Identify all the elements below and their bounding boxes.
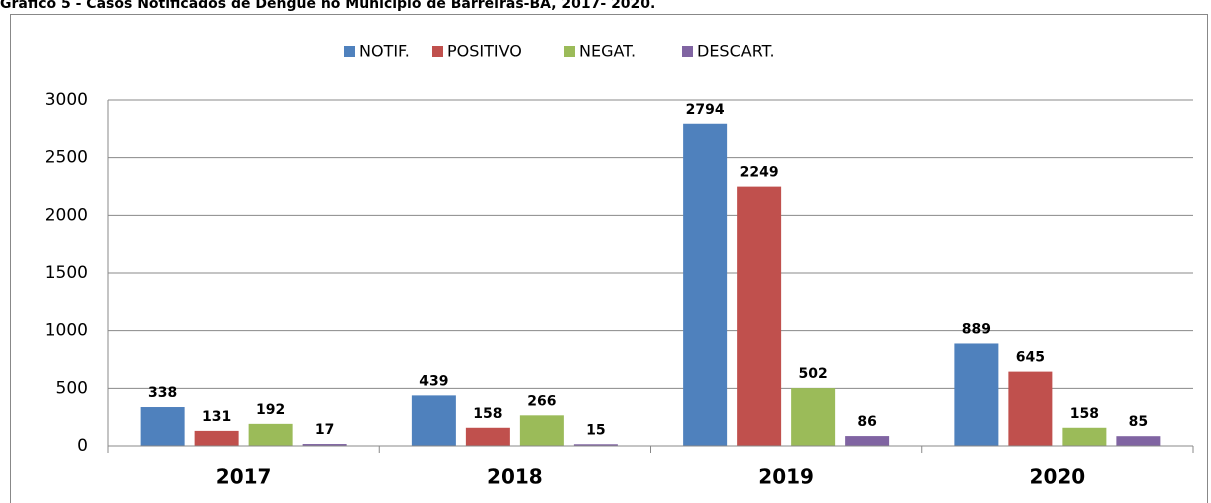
bar [194,430,239,446]
data-label: 86 [857,414,876,430]
data-label: 17 [315,422,334,438]
bar [954,343,999,446]
data-label: 158 [1070,406,1099,422]
legend-label: POSITIVO [447,42,522,61]
bar [465,427,510,446]
data-label: 2249 [740,165,779,181]
x-tick-label: 2020 [1030,465,1086,489]
legend-swatch [432,46,443,57]
y-tick-label: 2500 [45,148,88,168]
data-label: 131 [202,409,231,425]
bar [1116,436,1161,446]
data-label: 15 [586,422,605,438]
data-label: 2794 [686,102,725,118]
bar [302,444,347,446]
bar [1008,371,1053,446]
bar [1062,427,1107,446]
legend-label: NEGAT. [579,42,636,61]
x-tick-label: 2019 [758,465,814,489]
bar [845,436,890,446]
data-label: 645 [1016,350,1045,366]
legend-label: NOTIF. [359,42,410,61]
legend-label: DESCART. [697,42,775,61]
bar [737,186,782,446]
data-label: 266 [527,393,556,409]
y-tick-label: 2000 [45,205,88,225]
data-label: 889 [962,321,991,337]
data-label: 338 [148,385,177,401]
data-label: 502 [799,366,828,382]
bar [791,388,836,446]
data-label: 85 [1129,414,1148,430]
legend-swatch [564,46,575,57]
chart-title: Gráfico 5 - Casos Notificados de Dengue … [0,0,655,12]
legend-swatch [344,46,355,57]
data-label: 158 [473,406,502,422]
bar [248,423,293,446]
bar [519,415,564,446]
bar [573,444,618,446]
bar [411,395,456,446]
legend-swatch [682,46,693,57]
x-tick-label: 2018 [487,465,543,489]
x-tick-label: 2017 [216,465,272,489]
y-tick-label: 1000 [45,321,88,341]
data-label: 192 [256,402,285,418]
data-label: 439 [419,373,448,389]
chart-frame [10,14,1208,503]
y-tick-label: 0 [77,436,88,456]
y-tick-label: 500 [56,378,88,398]
y-tick-label: 3000 [45,90,88,110]
bar [683,123,728,446]
y-tick-label: 1500 [45,263,88,283]
bar [140,407,185,446]
